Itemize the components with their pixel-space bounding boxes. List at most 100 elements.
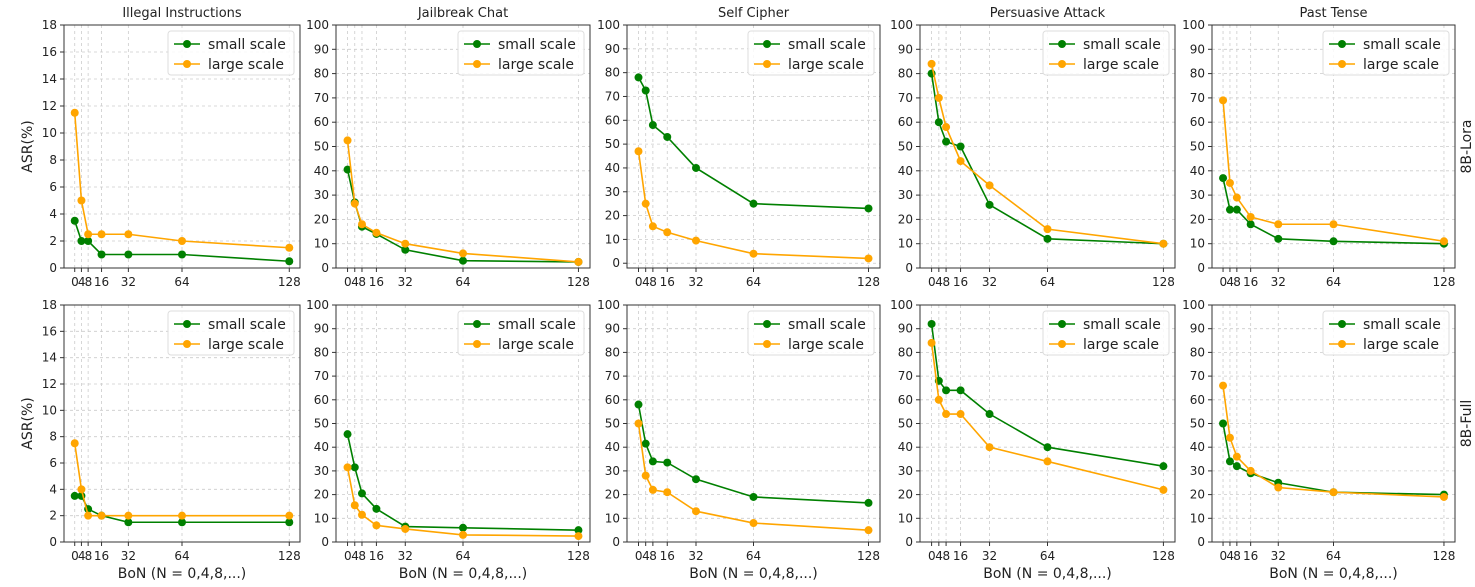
y-tick-label: 70 [605, 369, 620, 383]
legend-label: small scale [1083, 317, 1161, 333]
legend-marker [763, 320, 771, 328]
data-point [634, 400, 643, 409]
y-tick-label: 60 [898, 393, 913, 407]
x-tick-label: 32 [121, 275, 136, 289]
legend-marker [1338, 40, 1346, 48]
data-point [372, 521, 381, 530]
axes-frame [1211, 24, 1456, 269]
x-tick-label: 128 [278, 549, 301, 563]
x-tick-label: 64 [746, 549, 761, 563]
data-point [124, 230, 133, 239]
data-point [634, 73, 643, 82]
legend-label: small scale [498, 317, 576, 333]
y-tick-label: 70 [1190, 369, 1205, 383]
y-tick-label: 80 [605, 66, 620, 80]
data-point [350, 501, 359, 510]
legend-marker [763, 40, 771, 48]
x-tick-label: 32 [398, 549, 413, 563]
y-tick-label: 60 [314, 393, 329, 407]
legend-label: large scale [498, 57, 574, 73]
x-axis-label: BoN (N = 0,4,8,...) [983, 566, 1112, 582]
x-tick-label: 32 [982, 275, 997, 289]
y-tick-label: 40 [314, 164, 329, 178]
y-tick-label: 6 [49, 456, 57, 470]
x-tick-label: 8 [649, 549, 656, 563]
data-point [124, 511, 133, 520]
y-tick-label: 60 [898, 115, 913, 129]
y-tick-label: 8 [49, 153, 57, 167]
data-point [942, 386, 951, 395]
y-tick-label: 12 [42, 377, 57, 391]
legend-marker [183, 320, 191, 328]
y-tick-label: 70 [314, 369, 329, 383]
data-point [1043, 225, 1052, 234]
y-tick-label: 16 [42, 45, 57, 59]
y-tick-label: 0 [321, 261, 329, 275]
x-tick-label: 8 [1233, 549, 1240, 563]
x-tick-label: 64 [1326, 549, 1341, 563]
y-tick-label: 10 [314, 511, 329, 525]
data-point [178, 511, 186, 520]
x-tick-label: 8 [358, 549, 365, 563]
x-tick-label: 4 [642, 275, 649, 289]
data-point [459, 530, 467, 539]
x-tick-label: 32 [1271, 275, 1286, 289]
data-point [934, 118, 943, 127]
data-point [1246, 212, 1255, 221]
legend-label: small scale [788, 37, 866, 53]
y-tick-label: 12 [42, 99, 57, 113]
legend-marker [763, 60, 771, 68]
y-tick-label: 10 [898, 237, 913, 251]
data-point [357, 489, 366, 498]
y-tick-label: 60 [1190, 115, 1205, 129]
data-point [459, 523, 467, 532]
y-tick-label: 50 [314, 140, 329, 154]
y-tick-label: 10 [42, 403, 57, 417]
y-tick-label: 20 [314, 488, 329, 502]
y-tick-label: 50 [1190, 417, 1205, 431]
y-tick-label: 50 [898, 140, 913, 154]
x-tick-label: 8 [943, 549, 950, 563]
axes-frame [335, 304, 591, 543]
x-tick-label: 0 [344, 275, 351, 289]
x-tick-label: 0 [928, 549, 935, 563]
legend-marker [1338, 60, 1346, 68]
legend-label: small scale [208, 37, 286, 53]
x-tick-label: 0 [344, 549, 351, 563]
y-tick-label: 4 [49, 207, 57, 221]
y-tick-label: 0 [49, 535, 57, 549]
y-tick-label: 14 [42, 72, 57, 86]
x-tick-label: 128 [857, 275, 880, 289]
x-tick-label: 64 [455, 275, 470, 289]
series-line-0 [1222, 423, 1444, 496]
data-point [77, 485, 86, 494]
y-tick-label: 16 [42, 324, 57, 338]
x-tick-label: 4 [78, 549, 85, 563]
y-tick-label: 6 [49, 180, 57, 194]
legend-marker [1058, 320, 1066, 328]
legend-marker [183, 60, 191, 68]
data-point [574, 257, 583, 266]
data-point [692, 236, 700, 245]
data-point [864, 204, 873, 213]
data-point [1219, 174, 1228, 183]
data-point [1232, 452, 1241, 461]
data-point [1329, 488, 1338, 497]
data-point [956, 157, 965, 166]
x-tick-label: 32 [1271, 549, 1286, 563]
y-tick-label: 80 [1190, 67, 1205, 81]
legend-label: small scale [208, 317, 286, 333]
x-axis-label: BoN (N = 0,4,8,...) [118, 566, 247, 582]
y-tick-label: 18 [42, 18, 57, 32]
data-point [178, 237, 186, 245]
x-tick-label: 16 [1243, 275, 1258, 289]
data-point [178, 250, 186, 259]
y-tick-label: 90 [898, 322, 913, 336]
y-tick-label: 50 [605, 137, 620, 151]
x-tick-label: 4 [935, 549, 942, 563]
legend-marker [1058, 60, 1066, 68]
legend-label: large scale [208, 337, 284, 353]
data-point [1219, 96, 1228, 105]
x-tick-label: 64 [174, 549, 189, 563]
x-tick-label: 64 [1326, 275, 1341, 289]
